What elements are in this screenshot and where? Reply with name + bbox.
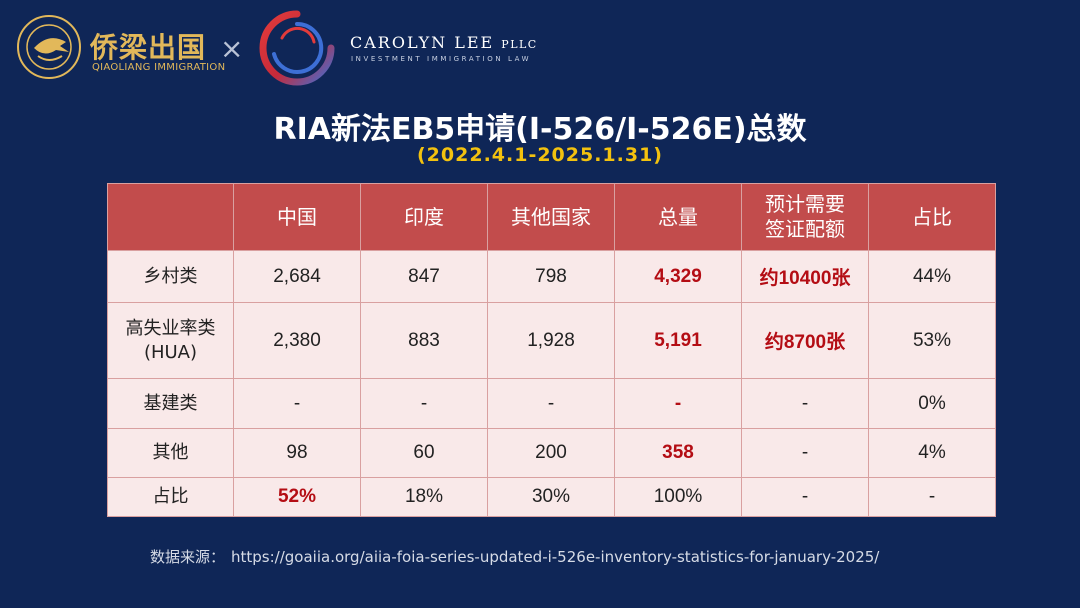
cell-share: 4%: [868, 428, 996, 478]
cell-other: 200: [487, 428, 615, 478]
cell-total: 100%: [614, 477, 742, 517]
cell-visa-quota: -: [741, 477, 869, 517]
cell-china: 2,380: [233, 302, 361, 379]
cell-total: 4,329: [614, 250, 742, 303]
cell-total: 358: [614, 428, 742, 478]
qiaoliang-subtitle: QIAOLIANG IMMIGRATION: [92, 62, 226, 73]
eb5-statistics-table: 中国 印度 其他国家 总量 预计需要 签证配额 占比 乡村类 2,684 847…: [107, 183, 996, 517]
cell-india: 60: [360, 428, 488, 478]
row-label: 占比: [107, 477, 234, 517]
cell-share: 0%: [868, 378, 996, 429]
header-bar: 侨梁出国 QIAOLIANG IMMIGRATION × CAROLYN LEE…: [0, 0, 1080, 100]
cell-india: 883: [360, 302, 488, 379]
cell-total: 5,191: [614, 302, 742, 379]
cell-other: 798: [487, 250, 615, 303]
date-range-subtitle: (2022.4.1-2025.1.31): [417, 144, 663, 166]
header-china: 中国: [233, 183, 361, 251]
data-source-label: 数据来源：: [150, 548, 226, 566]
table-row-share: 占比 52% 18% 30% 100% - -: [107, 477, 996, 517]
cell-china: 52%: [233, 477, 361, 517]
qiaoliang-name: 侨梁出国: [90, 31, 207, 64]
row-label: 其他: [107, 428, 234, 478]
header-visa-quota-line2: 签证配额: [765, 217, 845, 241]
carolyn-lee-name-text: CAROLYN LEE: [350, 33, 495, 52]
collab-separator: ×: [220, 32, 244, 65]
cell-india: -: [360, 378, 488, 429]
header-total: 总量: [614, 183, 742, 251]
header-visa-quota: 预计需要 签证配额: [741, 183, 869, 251]
table-row-hua: 高失业率类 (HUA) 2,380 883 1,928 5,191 约8700张…: [107, 302, 996, 379]
carolyn-lee-logo-icon: [259, 10, 335, 86]
cell-share: 53%: [868, 302, 996, 379]
header-visa-quota-line1: 预计需要: [765, 192, 845, 216]
row-label: 高失业率类 (HUA): [107, 302, 234, 379]
table-row-other: 其他 98 60 200 358 - 4%: [107, 428, 996, 478]
carolyn-lee-name: CAROLYN LEE PLLC: [350, 33, 538, 52]
table-row-rural: 乡村类 2,684 847 798 4,329 约10400张 44%: [107, 250, 996, 303]
cell-china: 98: [233, 428, 361, 478]
table-header-row: 中国 印度 其他国家 总量 预计需要 签证配额 占比: [107, 183, 996, 251]
cell-other: -: [487, 378, 615, 429]
row-label: 乡村类: [107, 250, 234, 303]
cell-visa-quota: 约8700张: [741, 302, 869, 379]
cell-india: 847: [360, 250, 488, 303]
row-label: 基建类: [107, 378, 234, 429]
data-source: 数据来源： https://goaiia.org/aiia-foia-series…: [150, 546, 879, 567]
carolyn-lee-subtitle: INVESTMENT IMMIGRATION LAW: [351, 55, 532, 63]
cell-china: -: [233, 378, 361, 429]
row-label-line1: 高失业率类: [125, 318, 216, 340]
cell-visa-quota: -: [741, 428, 869, 478]
cell-china: 2,684: [233, 250, 361, 303]
cell-share: 44%: [868, 250, 996, 303]
header-share: 占比: [868, 183, 996, 251]
carolyn-lee-pllc: PLLC: [501, 38, 538, 51]
header-corner: [107, 183, 234, 251]
qiaoliang-logo-icon: [17, 15, 81, 79]
data-source-url: https://goaiia.org/aiia-foia-series-upda…: [231, 548, 880, 566]
cell-visa-quota: -: [741, 378, 869, 429]
page-title: RIA新法EB5申请(I-526/I-526E)总数: [273, 112, 807, 147]
header-india: 印度: [360, 183, 488, 251]
header-other-countries: 其他国家: [487, 183, 615, 251]
cell-other: 30%: [487, 477, 615, 517]
table-row-infrastructure: 基建类 - - - - - 0%: [107, 378, 996, 429]
cell-other: 1,928: [487, 302, 615, 379]
cell-total: -: [614, 378, 742, 429]
cell-share: -: [868, 477, 996, 517]
cell-india: 18%: [360, 477, 488, 517]
cell-visa-quota: 约10400张: [741, 250, 869, 303]
row-label-line2: (HUA): [143, 341, 198, 363]
